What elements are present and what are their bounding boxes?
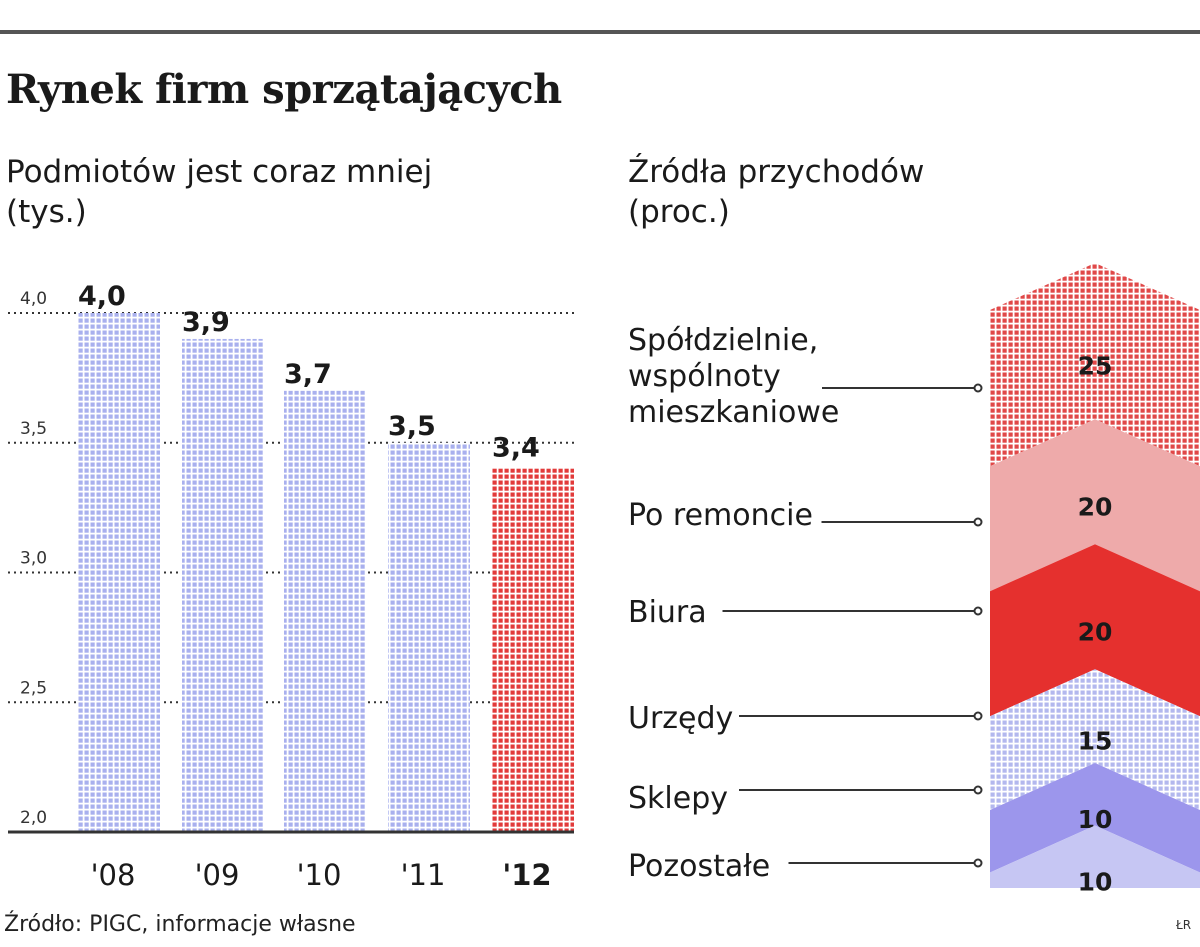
category-label-line: Pozostałe <box>628 849 770 884</box>
category-label: Biura <box>628 595 707 630</box>
leader-dot <box>973 606 983 616</box>
stack-layer-band <box>990 763 1200 873</box>
bar <box>388 442 470 832</box>
top-rule <box>0 30 1200 34</box>
revenue-chart-subtitle: Źródła przychodów (proc.) <box>628 152 924 232</box>
callout-layer: Spółdzielnie, wspólnoty mieszkaniowe Po rem… <box>628 323 983 884</box>
category-label-line: Po remoncie <box>628 498 813 533</box>
leader-dot <box>973 711 983 721</box>
bar <box>78 313 160 832</box>
bar-value-label: 3,4 <box>492 433 540 464</box>
y-tick-label: 2,0 <box>20 808 47 828</box>
stack-value-label: 20 <box>1078 492 1113 521</box>
bar-value-label: 3,5 <box>388 411 436 442</box>
category-label-line: Sklepy <box>628 781 728 816</box>
stack-layer-band <box>990 419 1200 592</box>
x-tick-label: '08 <box>91 858 136 892</box>
source-note: Źródło: PIGC, informacje własne <box>4 912 356 937</box>
leader-dot <box>973 517 983 527</box>
leader-dot <box>973 858 983 868</box>
page-title: Rynek firm sprzątających <box>6 66 562 113</box>
bar-chart-subtitle: Podmiotów jest coraz mniej (tys.) <box>6 152 432 232</box>
bar-value-label: 3,7 <box>284 359 332 390</box>
x-tick-label: '11 <box>401 858 446 892</box>
stack-value-label: 15 <box>1078 727 1113 756</box>
bar <box>182 338 264 832</box>
category-label: Urzędy <box>628 701 733 736</box>
x-tick-label: '12 <box>502 858 551 892</box>
category-label-line: wspólnoty <box>628 359 781 394</box>
category-label: Spółdzielnie, wspólnoty mieszkaniowe <box>628 323 839 430</box>
stack-layer-band <box>990 825 1200 888</box>
stack-layer-band <box>990 544 1200 717</box>
category-label: Pozostałe <box>628 849 770 884</box>
y-tick-label: 4,0 <box>20 289 47 309</box>
bar-value-label: 4,0 <box>78 281 126 312</box>
y-tick-label: 2,5 <box>20 678 47 698</box>
x-tick-label: '09 <box>195 858 240 892</box>
x-tick-label: '10 <box>297 858 342 892</box>
stack-layer-band <box>990 263 1200 467</box>
category-label-line: Biura <box>628 595 707 630</box>
leader-dot <box>973 383 983 393</box>
y-tick-label: 3,5 <box>20 419 47 439</box>
bar-chart-title: Podmiotów jest coraz mniej <box>6 154 433 190</box>
category-label-line: mieszkaniowe <box>628 395 839 430</box>
category-label: Sklepy <box>628 781 728 816</box>
bars-layer <box>78 313 574 832</box>
axis-layer: 2,0 2,5 3,0 3,5 4,0 4,0 '08 3,9 '09 3,7 '10 3,5 '11 3… <box>8 281 574 892</box>
bar <box>284 390 366 832</box>
revenue-chart-unit: (proc.) <box>628 194 730 230</box>
bar-chart-unit: (tys.) <box>6 194 87 230</box>
stack-value-label: 25 <box>1078 352 1113 381</box>
bar <box>492 468 574 832</box>
category-label-line: Spółdzielnie, <box>628 323 818 358</box>
leader-dot <box>973 785 983 795</box>
revenue-chart-title: Źródła przychodów <box>628 154 925 190</box>
category-label: Po remoncie <box>628 498 813 533</box>
author-credit: ŁR <box>1176 918 1192 932</box>
stack-value-label: 20 <box>1078 617 1113 646</box>
y-tick-label: 3,0 <box>20 549 47 569</box>
bar-value-label: 3,9 <box>182 307 230 338</box>
stack-value-label: 10 <box>1078 867 1113 896</box>
category-label-line: Urzędy <box>628 701 733 736</box>
stack-layer-band <box>990 669 1200 810</box>
